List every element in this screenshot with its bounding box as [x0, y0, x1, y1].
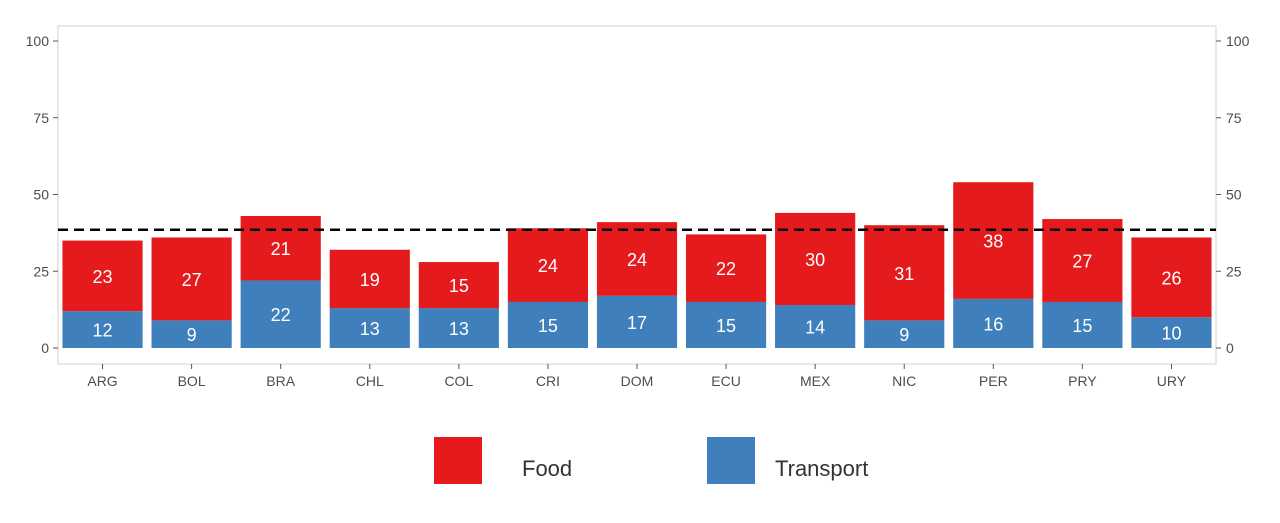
bar-value-label: 13 — [449, 319, 469, 339]
bar-value-label: 12 — [93, 321, 113, 341]
x-tick-label: CHL — [356, 373, 384, 389]
y-tick-label-left: 100 — [26, 33, 50, 49]
y-tick-label-right: 25 — [1226, 263, 1242, 279]
bar-value-label: 15 — [716, 316, 736, 336]
bar-transport-bol — [151, 320, 232, 348]
bar-value-label: 16 — [983, 314, 1003, 334]
bar-value-label: 22 — [271, 305, 291, 325]
y-axis-right: 0 25 50 75 100 — [1216, 33, 1250, 356]
y-axis-left: 0 25 50 75 100 — [26, 33, 58, 356]
bar-transport-pry — [1042, 301, 1123, 348]
bar-value-label: 9 — [187, 325, 197, 345]
bar-value-label: 22 — [716, 259, 736, 279]
bar-transport-per — [953, 298, 1034, 348]
x-tick-label: MEX — [800, 373, 831, 389]
bar-value-label: 15 — [449, 276, 469, 296]
bar-value-label: 23 — [93, 267, 113, 287]
bar-food-nic — [864, 225, 945, 321]
x-tick-label: URY — [1157, 373, 1187, 389]
x-tick-label: DOM — [621, 373, 654, 389]
y-tick-label-left: 50 — [33, 187, 49, 203]
bar-transport-dom — [596, 295, 678, 348]
bar-food-ury — [1131, 237, 1212, 318]
bar-food-bra — [240, 215, 321, 281]
x-axis: ARG BOL BRA CHL COL CRI DOM ECU MEX NIC PER PRY URY — [87, 364, 1187, 389]
bar-transport-ecu — [685, 301, 767, 348]
bar-value-label: 19 — [360, 270, 380, 290]
y-tick-label-right: 0 — [1226, 340, 1234, 356]
bar-transport-cri — [507, 301, 589, 348]
bar-transport-chl — [329, 308, 410, 348]
bar-food-mex — [775, 212, 856, 306]
x-tick-label: PRY — [1068, 373, 1097, 389]
bar-food-pry — [1042, 219, 1123, 302]
bar-value-label: 27 — [1072, 252, 1092, 272]
legend-label-food: Food — [522, 456, 572, 481]
bar-value-label: 21 — [271, 239, 291, 259]
bar-value-label: 13 — [360, 319, 380, 339]
bar-value-label: 9 — [899, 325, 909, 345]
y-tick-label-right: 100 — [1226, 33, 1250, 49]
x-tick-label: ECU — [711, 373, 741, 389]
bar-transport-arg — [62, 311, 143, 348]
bar-value-label: 31 — [894, 264, 914, 284]
x-tick-label: CRI — [536, 373, 560, 389]
bar-food-col — [418, 262, 499, 309]
bar-value-label: 24 — [538, 256, 558, 276]
legend-swatch-food — [434, 437, 482, 484]
y-tick-label-right: 50 — [1226, 187, 1242, 203]
bar-value-label: 30 — [805, 250, 825, 270]
bar-transport-nic — [864, 320, 945, 348]
x-tick-label: COL — [444, 373, 473, 389]
bar-value-label: 14 — [805, 318, 825, 338]
bar-food-chl — [329, 249, 410, 309]
bar-transport-col — [418, 308, 499, 348]
legend-label-transport: Transport — [775, 456, 868, 481]
bar-food-cri — [507, 228, 589, 302]
x-tick-label: BRA — [266, 373, 295, 389]
y-tick-label-left: 0 — [41, 340, 49, 356]
legend: Food Transport — [434, 437, 868, 484]
y-tick-label-left: 75 — [33, 110, 49, 126]
bar-value-label: 17 — [627, 313, 647, 333]
bar-food-per — [953, 182, 1034, 299]
x-tick-label: PER — [979, 373, 1008, 389]
x-tick-label: NIC — [892, 373, 916, 389]
bar-transport-mex — [775, 305, 856, 348]
bar-value-label: 27 — [182, 270, 202, 290]
bar-value-label: 38 — [983, 232, 1003, 252]
y-tick-label-right: 75 — [1226, 110, 1242, 126]
legend-swatch-transport — [707, 437, 755, 484]
bar-value-label: 15 — [538, 316, 558, 336]
bar-transport-ury — [1131, 317, 1212, 348]
x-tick-label: BOL — [178, 373, 206, 389]
bar-transport-bra — [240, 280, 321, 348]
bar-food-dom — [596, 222, 678, 296]
bar-food-arg — [62, 240, 143, 312]
bar-value-label: 10 — [1161, 324, 1181, 344]
bar-value-label: 26 — [1161, 268, 1181, 288]
bars — [62, 182, 1212, 348]
x-tick-label: ARG — [87, 373, 117, 389]
bar-food-ecu — [685, 234, 767, 302]
bar-food-bol — [151, 237, 232, 321]
bar-value-label: 15 — [1072, 316, 1092, 336]
y-tick-label-left: 25 — [33, 263, 49, 279]
bar-labels: 12 23 9 27 22 21 13 19 13 15 15 24 17 24 15 22 14 30 9 31 16… — [93, 232, 1182, 346]
bar-value-label: 24 — [627, 250, 647, 270]
